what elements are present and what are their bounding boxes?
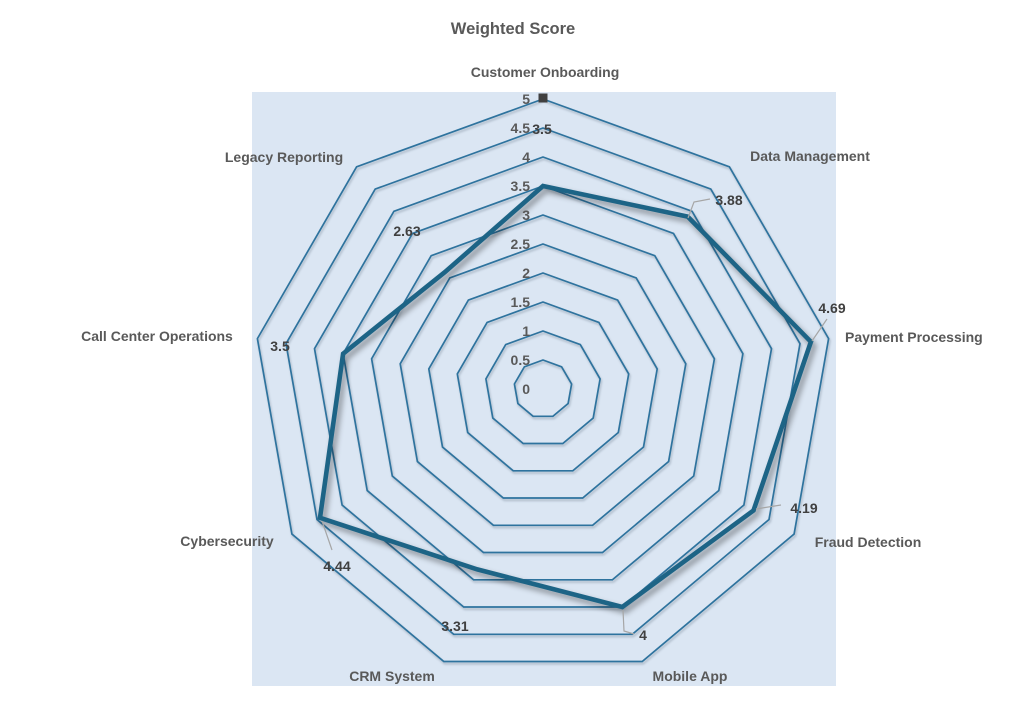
- axis-apex-marker: [538, 93, 548, 103]
- tick-label: 2: [522, 265, 530, 281]
- grid-ring: [256, 98, 830, 663]
- data-label: 4.44: [323, 558, 350, 574]
- tick-labels: 0 0.5 1 1.5 2 2.5 3 3.5 4 4.5 5: [511, 91, 531, 397]
- category-label: Data Management: [750, 148, 870, 164]
- category-labels: Customer Onboarding Data Management Paymen…: [81, 64, 983, 684]
- tick-label: 4.5: [511, 120, 531, 136]
- grid-ring: [399, 243, 687, 527]
- data-label: 2.63: [393, 223, 420, 239]
- category-label: Customer Onboarding: [471, 64, 620, 80]
- data-label-leader: [755, 504, 782, 510]
- category-label: Fraud Detection: [815, 534, 922, 550]
- grid-ring: [513, 359, 573, 418]
- data-label: 3.5: [532, 121, 552, 137]
- series-weighted-score: [317, 183, 814, 610]
- data-label: 3.88: [715, 192, 742, 208]
- grid-ring: [485, 330, 601, 445]
- grid-ring: [313, 156, 773, 608]
- tick-label: 3.5: [511, 178, 531, 194]
- grid-ring: [285, 127, 801, 636]
- data-labels: 3.5 3.88 4.69 4.19 4 3.31 4.44 3.5 2.63: [270, 121, 846, 643]
- category-label: CRM System: [349, 668, 435, 684]
- data-label-leader: [622, 609, 635, 635]
- category-label: Mobile App: [653, 668, 728, 684]
- tick-label: 5: [522, 91, 530, 107]
- category-label: Payment Processing: [845, 329, 983, 345]
- data-label: 4.19: [790, 500, 817, 516]
- tick-label: 0.5: [511, 352, 531, 368]
- data-label-leader: [321, 520, 333, 551]
- tick-label: 0: [522, 381, 530, 397]
- chart-title: Weighted Score: [451, 20, 575, 38]
- tick-label: 2.5: [511, 236, 531, 252]
- data-label: 4: [639, 627, 647, 643]
- data-label: 3.31: [441, 618, 468, 634]
- data-label: 4.69: [818, 300, 845, 316]
- data-label-leader: [811, 318, 828, 342]
- category-label: Call Center Operations: [81, 328, 233, 344]
- tick-label: 1: [522, 323, 530, 339]
- leader-lines: [321, 198, 828, 635]
- radar-gridlines: [256, 98, 830, 663]
- tick-label: 4: [522, 149, 530, 165]
- category-label: Cybersecurity: [180, 533, 274, 549]
- data-label: 3.5: [270, 338, 290, 354]
- tick-label: 3: [522, 207, 530, 223]
- grid-ring: [456, 301, 630, 472]
- series-line: [317, 183, 814, 610]
- grid-ring: [342, 185, 744, 581]
- category-label: Legacy Reporting: [225, 149, 343, 165]
- grid-ring: [427, 272, 659, 499]
- tick-label: 1.5: [511, 294, 531, 310]
- data-label-leader: [687, 198, 711, 219]
